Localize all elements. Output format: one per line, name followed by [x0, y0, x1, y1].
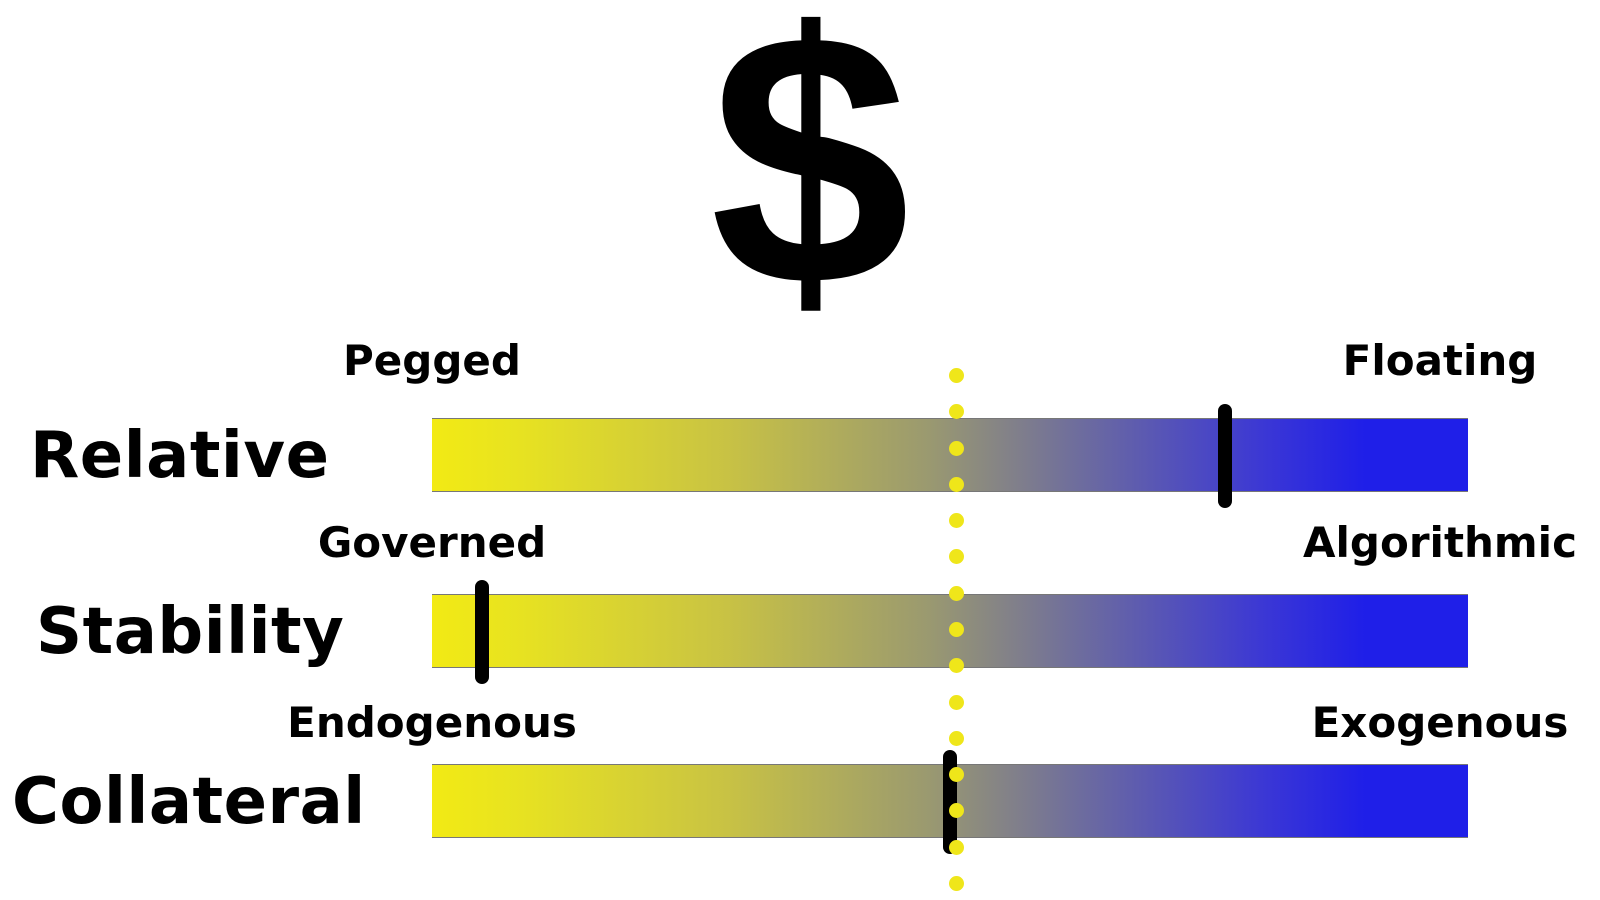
- center-line-dot: [949, 404, 964, 419]
- stability-marker: [474, 580, 489, 684]
- center-line-dot: [949, 513, 964, 528]
- stability-row-label: Stability: [36, 595, 345, 669]
- center-line-dot: [949, 477, 964, 492]
- center-line-dot: [949, 695, 964, 710]
- dollar-sign-icon: $: [709, 0, 911, 361]
- relative-row-label: Relative: [30, 419, 330, 493]
- center-line-dot: [949, 767, 964, 782]
- center-line-dot: [949, 658, 964, 673]
- collateral-left-label: Endogenous: [287, 698, 577, 747]
- center-line-dot: [949, 840, 964, 855]
- center-line-dot: [949, 731, 964, 746]
- stability-right-label: Algorithmic: [1303, 518, 1577, 567]
- center-line-dot: [949, 549, 964, 564]
- center-line-dot: [949, 803, 964, 818]
- center-line-dot: [949, 441, 964, 456]
- collateral-marker: [943, 750, 957, 854]
- center-line-dot: [949, 586, 964, 601]
- collateral-right-label: Exogenous: [1311, 698, 1569, 747]
- stability-left-label: Governed: [317, 518, 547, 567]
- relative-marker: [1217, 404, 1232, 508]
- collateral-row-label: Collateral: [12, 765, 366, 839]
- center-line-dot: [949, 622, 964, 637]
- relative-left-label: Pegged: [343, 336, 521, 385]
- relative-right-label: Floating: [1342, 336, 1538, 385]
- center-line-dot: [949, 368, 964, 383]
- center-line-dot: [949, 876, 964, 891]
